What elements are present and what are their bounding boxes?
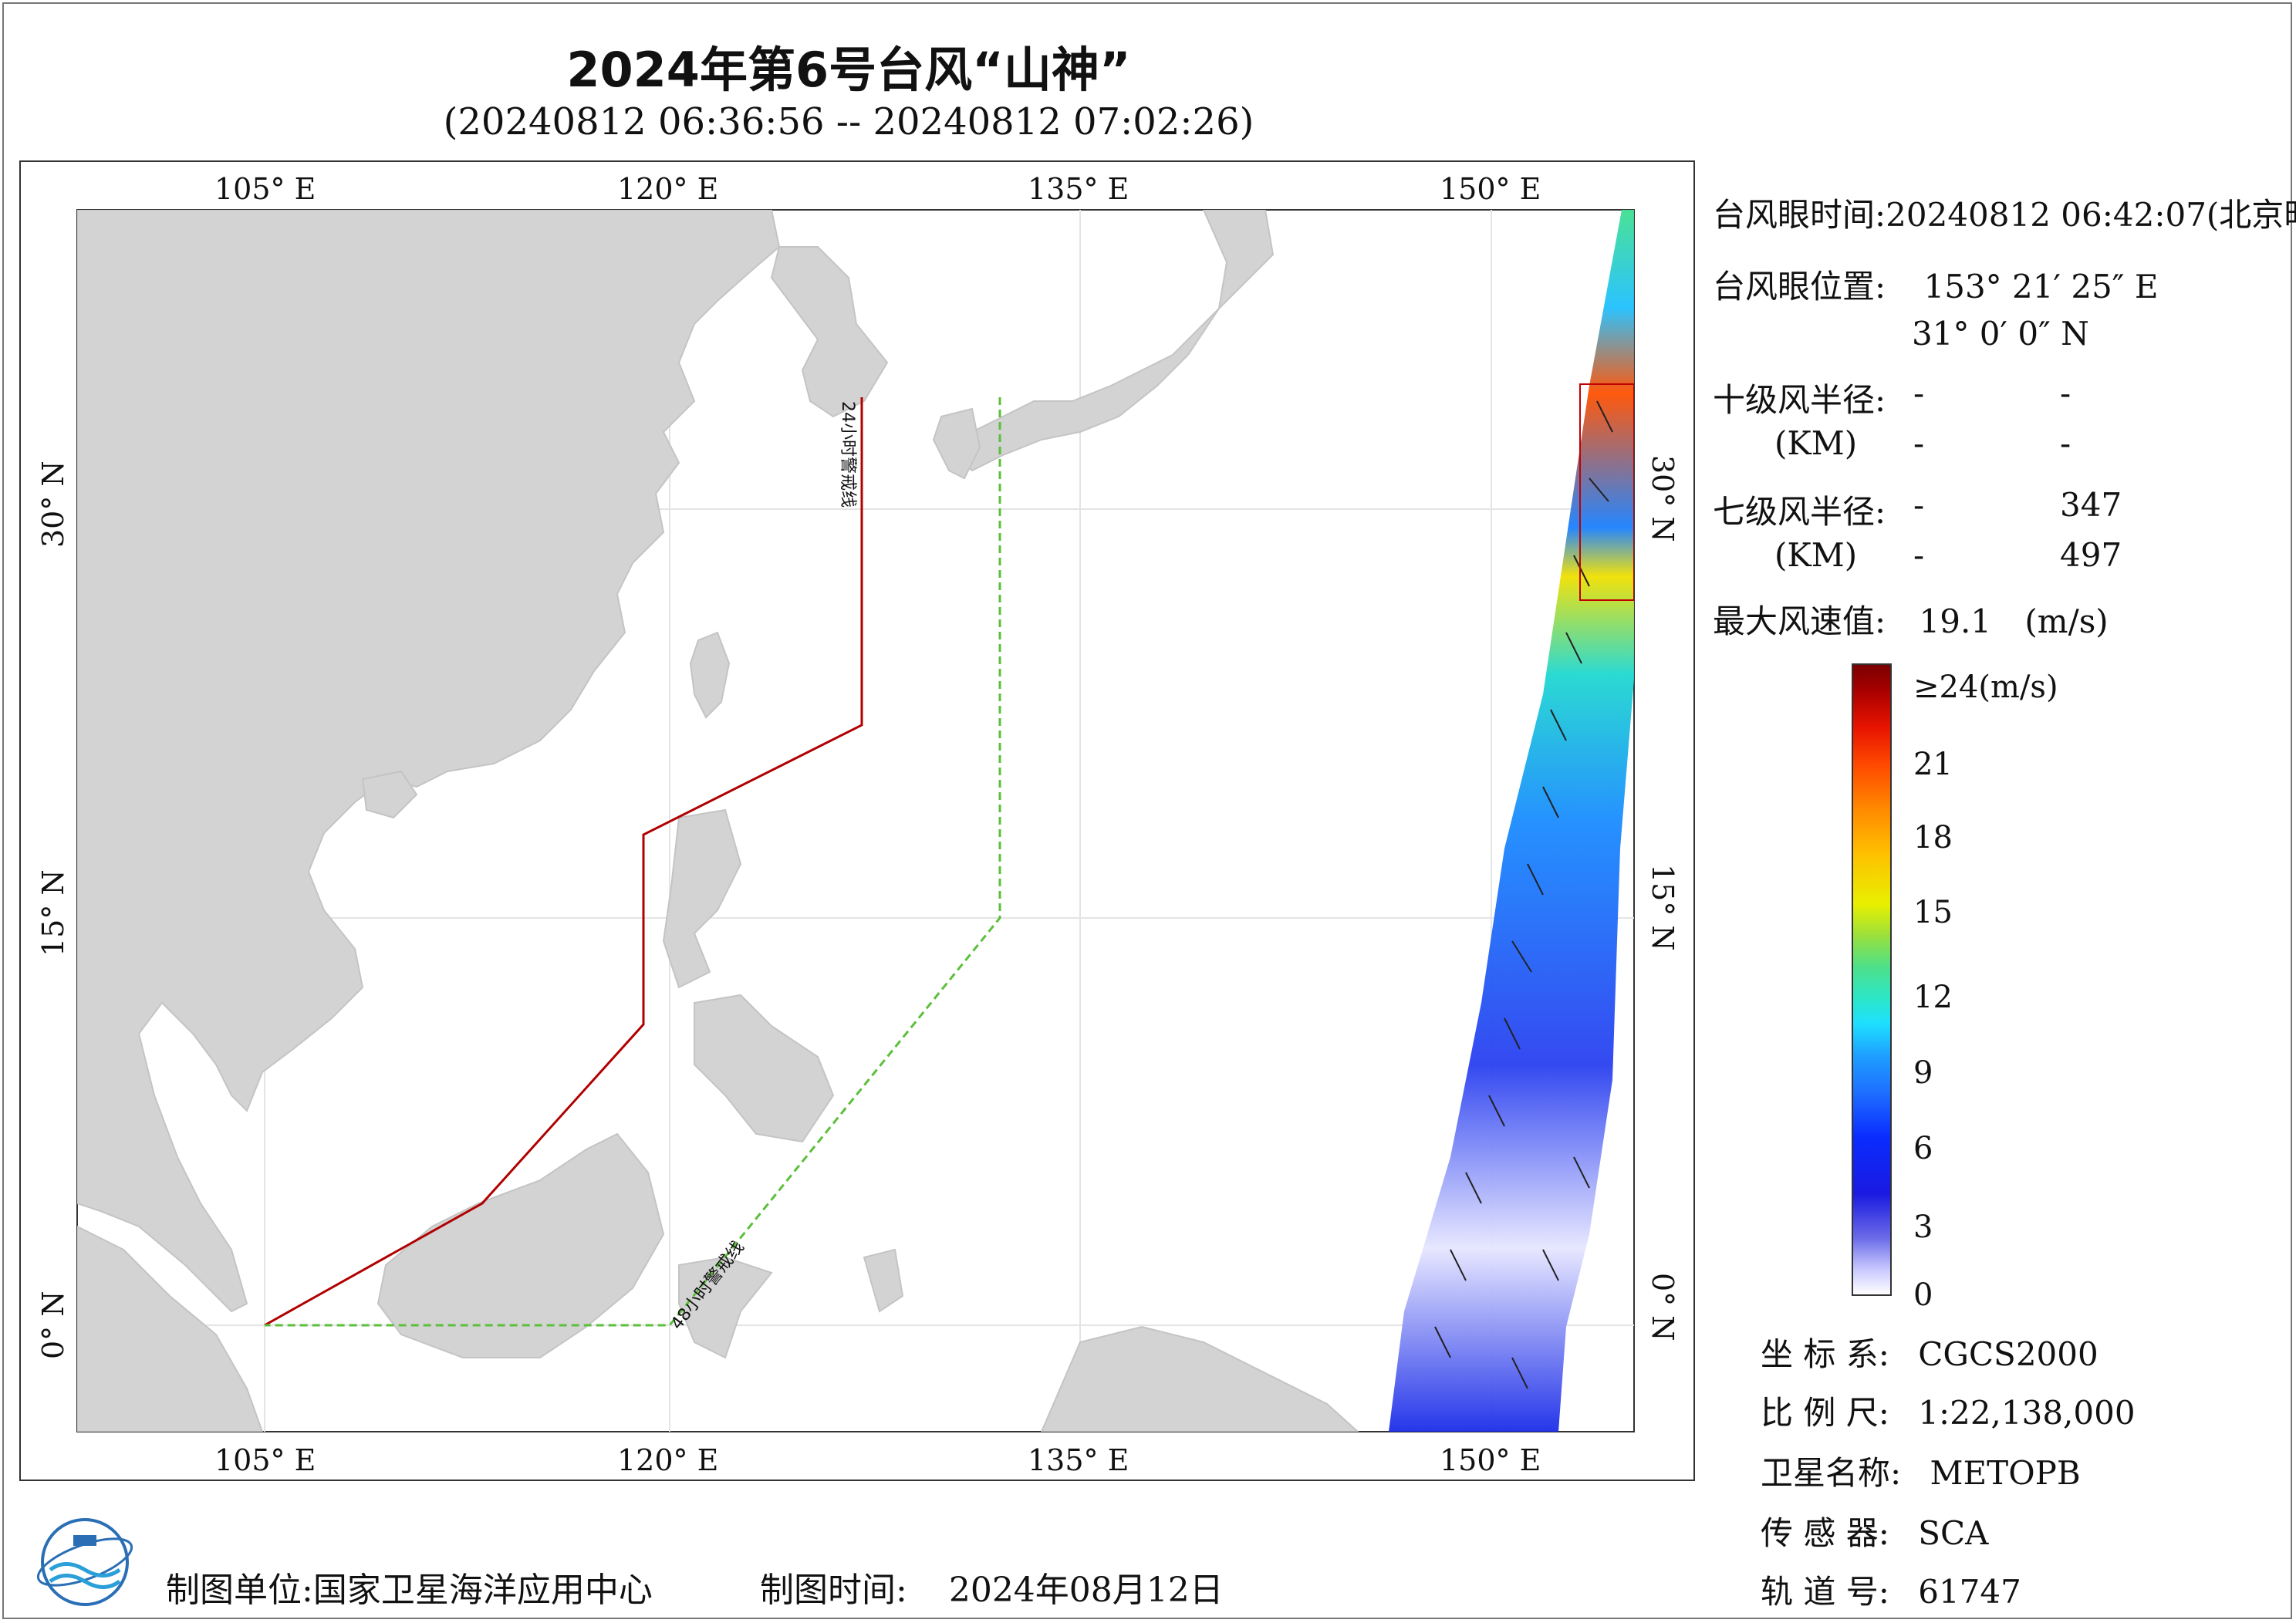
lon-tick-bottom-135: 135° E: [1028, 1443, 1129, 1477]
eye-time-value: 20240812 06:42:07(北京时): [1886, 196, 2296, 234]
legend-top-label: ≥24(m/s): [1913, 670, 2058, 705]
legend-tick-12: 12: [1913, 980, 1953, 1015]
org-label: 制图单位:: [166, 1571, 313, 1610]
eye-time-row: 台风眼时间:20240812 06:42:07(北京时): [1713, 189, 2296, 236]
scale-value: 1:22,138,000: [1918, 1394, 2136, 1432]
sensor-value: SCA: [1918, 1514, 1989, 1552]
lat-tick-left-0: 0° N: [36, 1291, 70, 1359]
lon-tick-top-135: 135° E: [1028, 172, 1129, 206]
r7-unit: (KM): [1774, 536, 1858, 574]
orbit-value: 61747: [1918, 1573, 2021, 1611]
lon-tick-bottom-120: 120° E: [617, 1443, 718, 1477]
lon-tick-bottom-150: 150° E: [1440, 1443, 1541, 1477]
scale-row: 比 例 尺: 1:22,138,000: [1761, 1387, 2136, 1434]
lon-tick-top-105: 105° E: [214, 172, 316, 206]
max-wind-value: 19.1: [1919, 602, 1992, 640]
line-24h: [264, 397, 863, 1327]
lon-tick-top-120: 120° E: [617, 172, 718, 206]
crs-label: 坐 标 系:: [1761, 1335, 1889, 1373]
r7-a1: -: [1913, 486, 1925, 524]
lat-tick-left-15: 15° N: [36, 869, 70, 957]
max-wind-label: 最大风速值:: [1713, 602, 1886, 640]
legend-tick-15: 15: [1913, 895, 1953, 930]
max-wind-unit: (m/s): [2024, 602, 2109, 640]
eye-time-label: 台风眼时间:: [1713, 196, 1886, 234]
r10-label: 十级风半径:: [1713, 381, 1886, 419]
scale-label: 比 例 尺:: [1761, 1394, 1889, 1432]
max-wind-row: 最大风速值: 19.1 (m/s): [1713, 596, 2109, 643]
lat-tick-right-30: 30° N: [1646, 455, 1680, 542]
map-panel: [19, 160, 1695, 1481]
r10-a2: -: [2060, 374, 2071, 412]
legend-tick-3: 3: [1913, 1210, 1933, 1245]
lon-tick-bottom-105: 105° E: [214, 1443, 316, 1477]
lat-tick-left-30: 30° N: [36, 461, 70, 548]
sensor-label: 传 感 器:: [1761, 1514, 1889, 1552]
r7-a2: 347: [2060, 486, 2122, 524]
wind-barbs: [1434, 400, 1613, 1389]
satellite-label: 卫星名称:: [1761, 1454, 1902, 1492]
legend-tick-18: 18: [1913, 820, 1953, 855]
lat-tick-right-15: 15° N: [1646, 864, 1680, 951]
footer-org: 制图单位:国家卫星海洋应用中心: [166, 1562, 653, 1611]
satellite-row: 卫星名称: METOPB: [1761, 1447, 2081, 1494]
legend-tick-0: 0: [1913, 1277, 1933, 1313]
org-value: 国家卫星海洋应用中心: [312, 1571, 653, 1610]
legend-tick-21: 21: [1913, 747, 1953, 782]
satellite-value: METOPB: [1930, 1454, 2081, 1492]
eye-longitude: 153° 21′ 25″ E: [1923, 268, 2159, 305]
footer-date: 制图时间: 2024年08月12日: [760, 1562, 1224, 1611]
orbit-row: 轨 道 号: 61747: [1761, 1566, 2021, 1613]
r10-b1: -: [1913, 424, 1925, 462]
land: [77, 210, 1359, 1432]
crs-row: 坐 标 系: CGCS2000: [1761, 1328, 2098, 1375]
r10-unit: (KM): [1774, 424, 1858, 462]
wind-speed-colorbar: [1852, 663, 1892, 1296]
date-value: 2024年08月12日: [948, 1571, 1224, 1610]
lon-tick-top-150: 150° E: [1440, 172, 1541, 206]
nsoas-logo: [36, 1518, 133, 1606]
crs-value: CGCS2000: [1918, 1335, 2098, 1373]
map-title: 2024年第6号台风“山神”: [566, 42, 1131, 98]
wind-swath: [1389, 210, 1634, 1432]
r7-b1: -: [1913, 536, 1925, 574]
r10-b2: -: [2060, 424, 2071, 462]
eye-latitude: 31° 0′ 0″ N: [1912, 315, 2089, 353]
orbit-label: 轨 道 号:: [1761, 1573, 1889, 1611]
lat-tick-right-0: 0° N: [1646, 1273, 1680, 1341]
eye-position-label: 台风眼位置:: [1713, 268, 1886, 305]
typhoon-region-box: [1579, 383, 1634, 601]
line-48h: [265, 397, 1001, 1327]
legend-tick-6: 6: [1913, 1131, 1933, 1166]
date-label: 制图时间:: [760, 1571, 907, 1610]
line-24h-label: 24小时警戒线: [838, 401, 857, 508]
map-subtitle: (20240812 06:36:56 -- 20240812 07:02:26): [443, 100, 1254, 143]
eye-position-row: 台风眼位置: 153° 21′ 25″ E: [1713, 261, 2159, 308]
r7-label: 七级风半径:: [1713, 493, 1886, 531]
sensor-row: 传 感 器: SCA: [1761, 1507, 1988, 1554]
legend-tick-9: 9: [1913, 1055, 1933, 1091]
r7-b2: 497: [2060, 536, 2122, 574]
r10-a1: -: [1913, 374, 1925, 412]
